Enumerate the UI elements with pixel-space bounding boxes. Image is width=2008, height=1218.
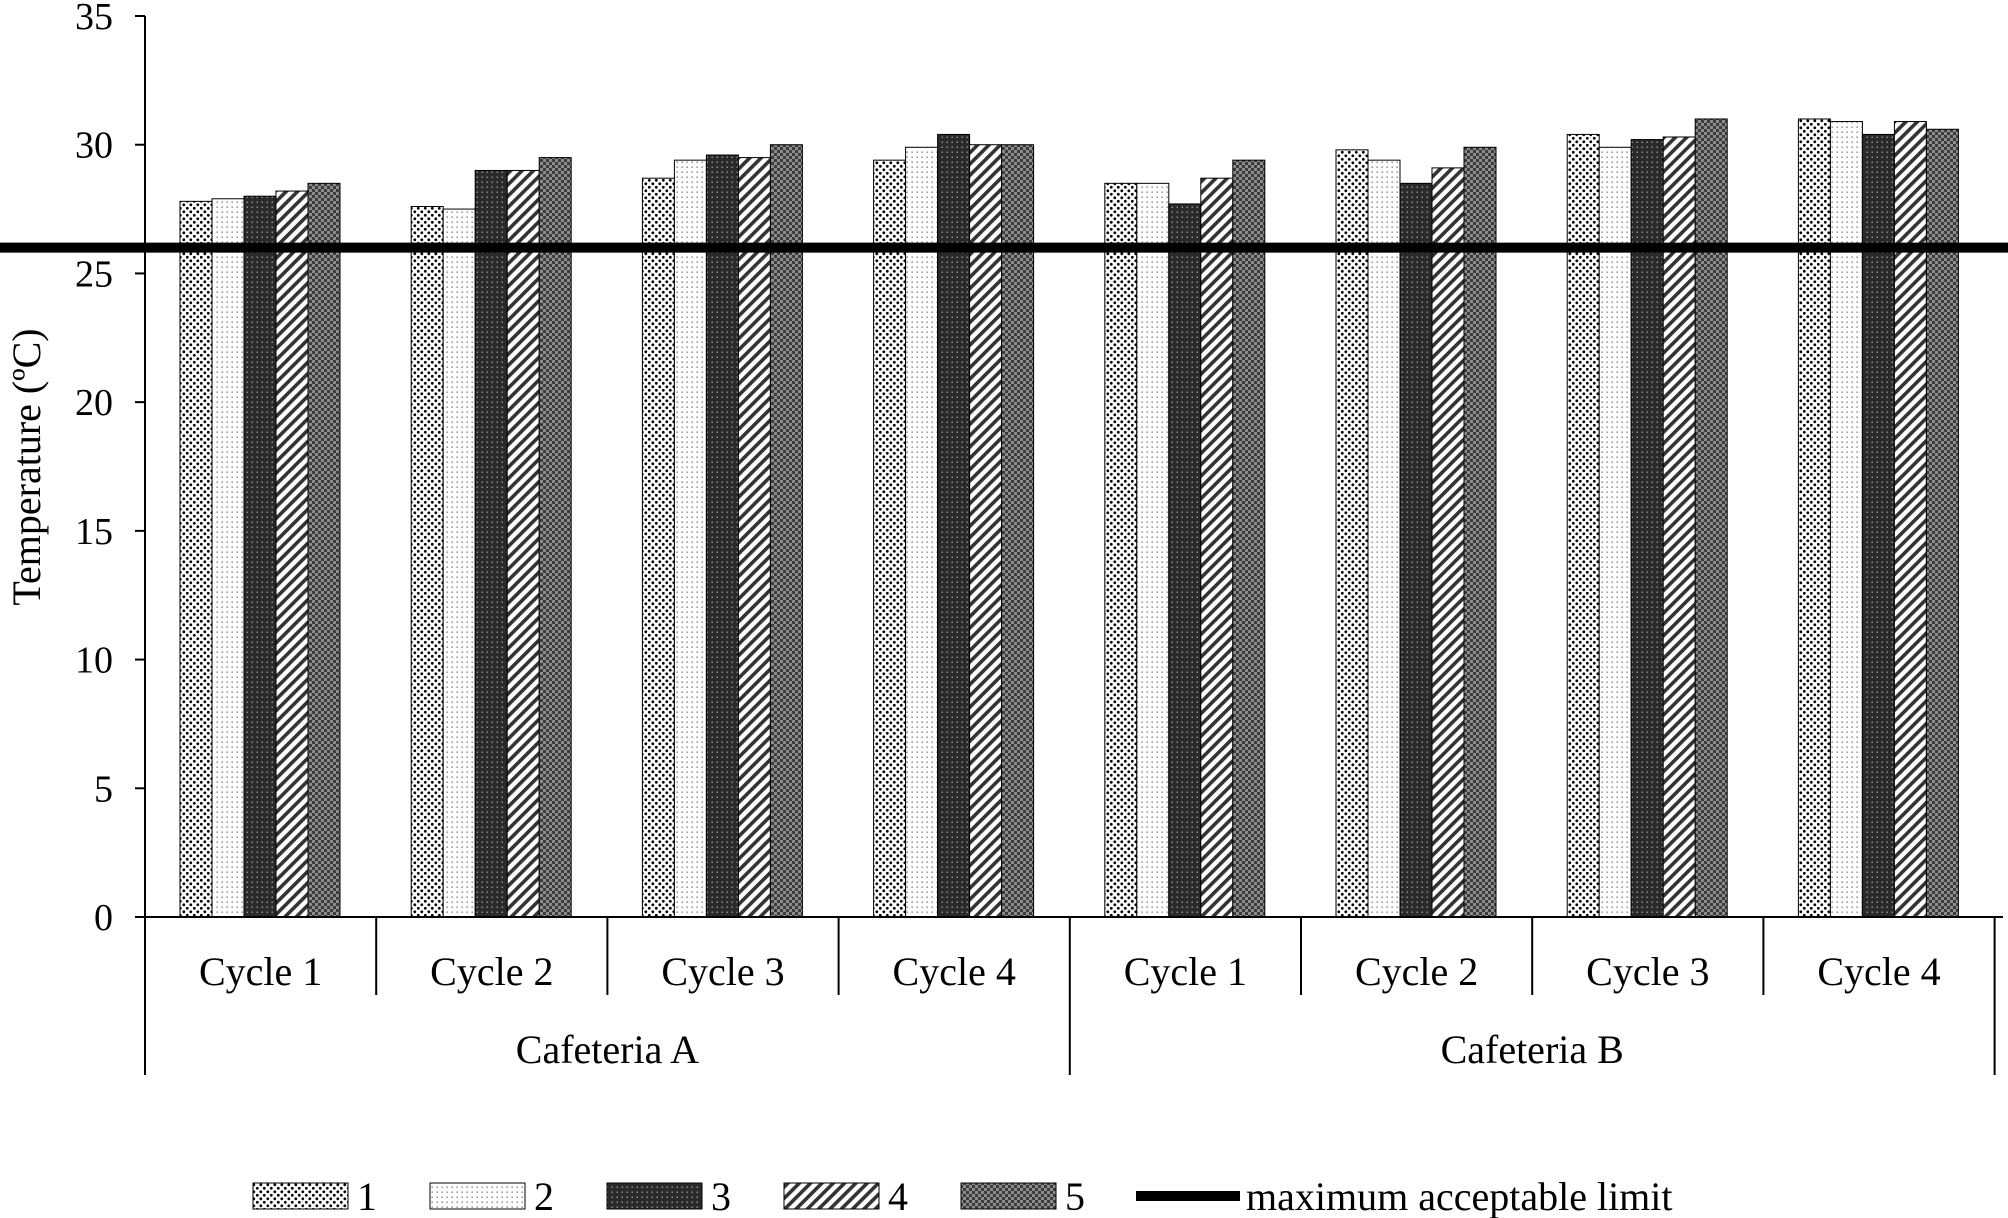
bar-series-4 [275, 190, 309, 918]
category-label: Cycle 4 [893, 949, 1016, 994]
y-tick-label: 20 [75, 382, 113, 424]
bar-series-2 [211, 198, 245, 918]
bars [179, 118, 1959, 918]
bar-series-4 [1662, 136, 1696, 918]
bar-series-1 [179, 200, 213, 918]
legend-swatch-4 [783, 1182, 880, 1210]
legend-label: 1 [357, 1174, 377, 1218]
group-label: Cafeteria A [516, 1027, 699, 1072]
legend-label: maximum acceptable limit [1246, 1174, 1673, 1218]
bar-series-5 [1001, 144, 1035, 918]
bar-series-5 [538, 157, 572, 918]
group-label: Cafeteria B [1441, 1027, 1624, 1072]
bar-series-3 [705, 154, 739, 918]
bar-series-1 [873, 159, 907, 918]
bar-series-3 [1630, 139, 1664, 918]
category-label: Cycle 3 [1586, 949, 1709, 994]
legend-swatch-2 [429, 1182, 526, 1210]
axes: 0 5 10 15 20 25 30 35 [75, 0, 146, 939]
legend-swatch-3 [606, 1182, 703, 1210]
bar-series-5 [307, 182, 341, 918]
legend-label: 3 [711, 1174, 731, 1218]
bar-series-3 [1399, 182, 1433, 918]
bar-series-5 [1694, 118, 1728, 918]
bar-series-2 [905, 146, 939, 918]
bar-series-4 [1200, 177, 1234, 918]
bar-series-2 [442, 208, 476, 918]
bar-series-4 [506, 169, 540, 918]
bar-series-2 [1598, 146, 1632, 918]
legend-swatch-1 [252, 1182, 349, 1210]
y-tick-label: 5 [94, 768, 113, 810]
category-label: Cycle 4 [1817, 949, 1940, 994]
y-axis-label: Temperature (ºC) [4, 328, 49, 605]
bar-series-2 [1367, 159, 1401, 918]
y-tick-label: 0 [94, 897, 113, 939]
y-tick-label: 30 [75, 125, 113, 167]
bar-series-1 [1335, 149, 1369, 918]
bar-series-3 [1168, 203, 1202, 918]
bar-series-1 [641, 177, 675, 918]
legend-label: 2 [534, 1174, 554, 1218]
bar-series-2 [673, 159, 707, 918]
bar-series-1 [410, 205, 444, 918]
category-label: Cycle 3 [661, 949, 784, 994]
bar-series-5 [1463, 146, 1497, 918]
bar-series-3 [474, 169, 508, 918]
legend-label: 5 [1065, 1174, 1085, 1218]
bar-series-5 [1232, 159, 1266, 918]
bar-series-2 [1136, 182, 1170, 918]
y-tick-label: 10 [75, 640, 113, 682]
category-label: Cycle 1 [199, 949, 322, 994]
bar-series-4 [1893, 121, 1927, 918]
x-axis: Cycle 1 Cycle 2 Cycle 3 Cycle 4 Cafeteria A C… [144, 916, 2003, 1075]
y-tick-label: 25 [75, 253, 113, 295]
bar-series-2 [1829, 121, 1863, 918]
y-tick-label: 15 [75, 511, 113, 553]
legend-label: 4 [888, 1174, 908, 1218]
bar-series-1 [1104, 182, 1138, 918]
category-label: Cycle 2 [1355, 949, 1478, 994]
bar-series-3 [243, 195, 277, 918]
category-label: Cycle 1 [1124, 949, 1247, 994]
bar-series-1 [1797, 118, 1831, 918]
y-tick-label: 35 [75, 0, 113, 38]
bar-series-4 [1431, 167, 1465, 918]
legend: 1 2 3 4 5 maximum acceptable limit [252, 1174, 1673, 1218]
bar-series-4 [737, 157, 771, 918]
bar-series-5 [769, 144, 803, 918]
legend-swatch-5 [960, 1182, 1057, 1210]
bar-series-4 [969, 144, 1003, 918]
category-label: Cycle 2 [430, 949, 553, 994]
